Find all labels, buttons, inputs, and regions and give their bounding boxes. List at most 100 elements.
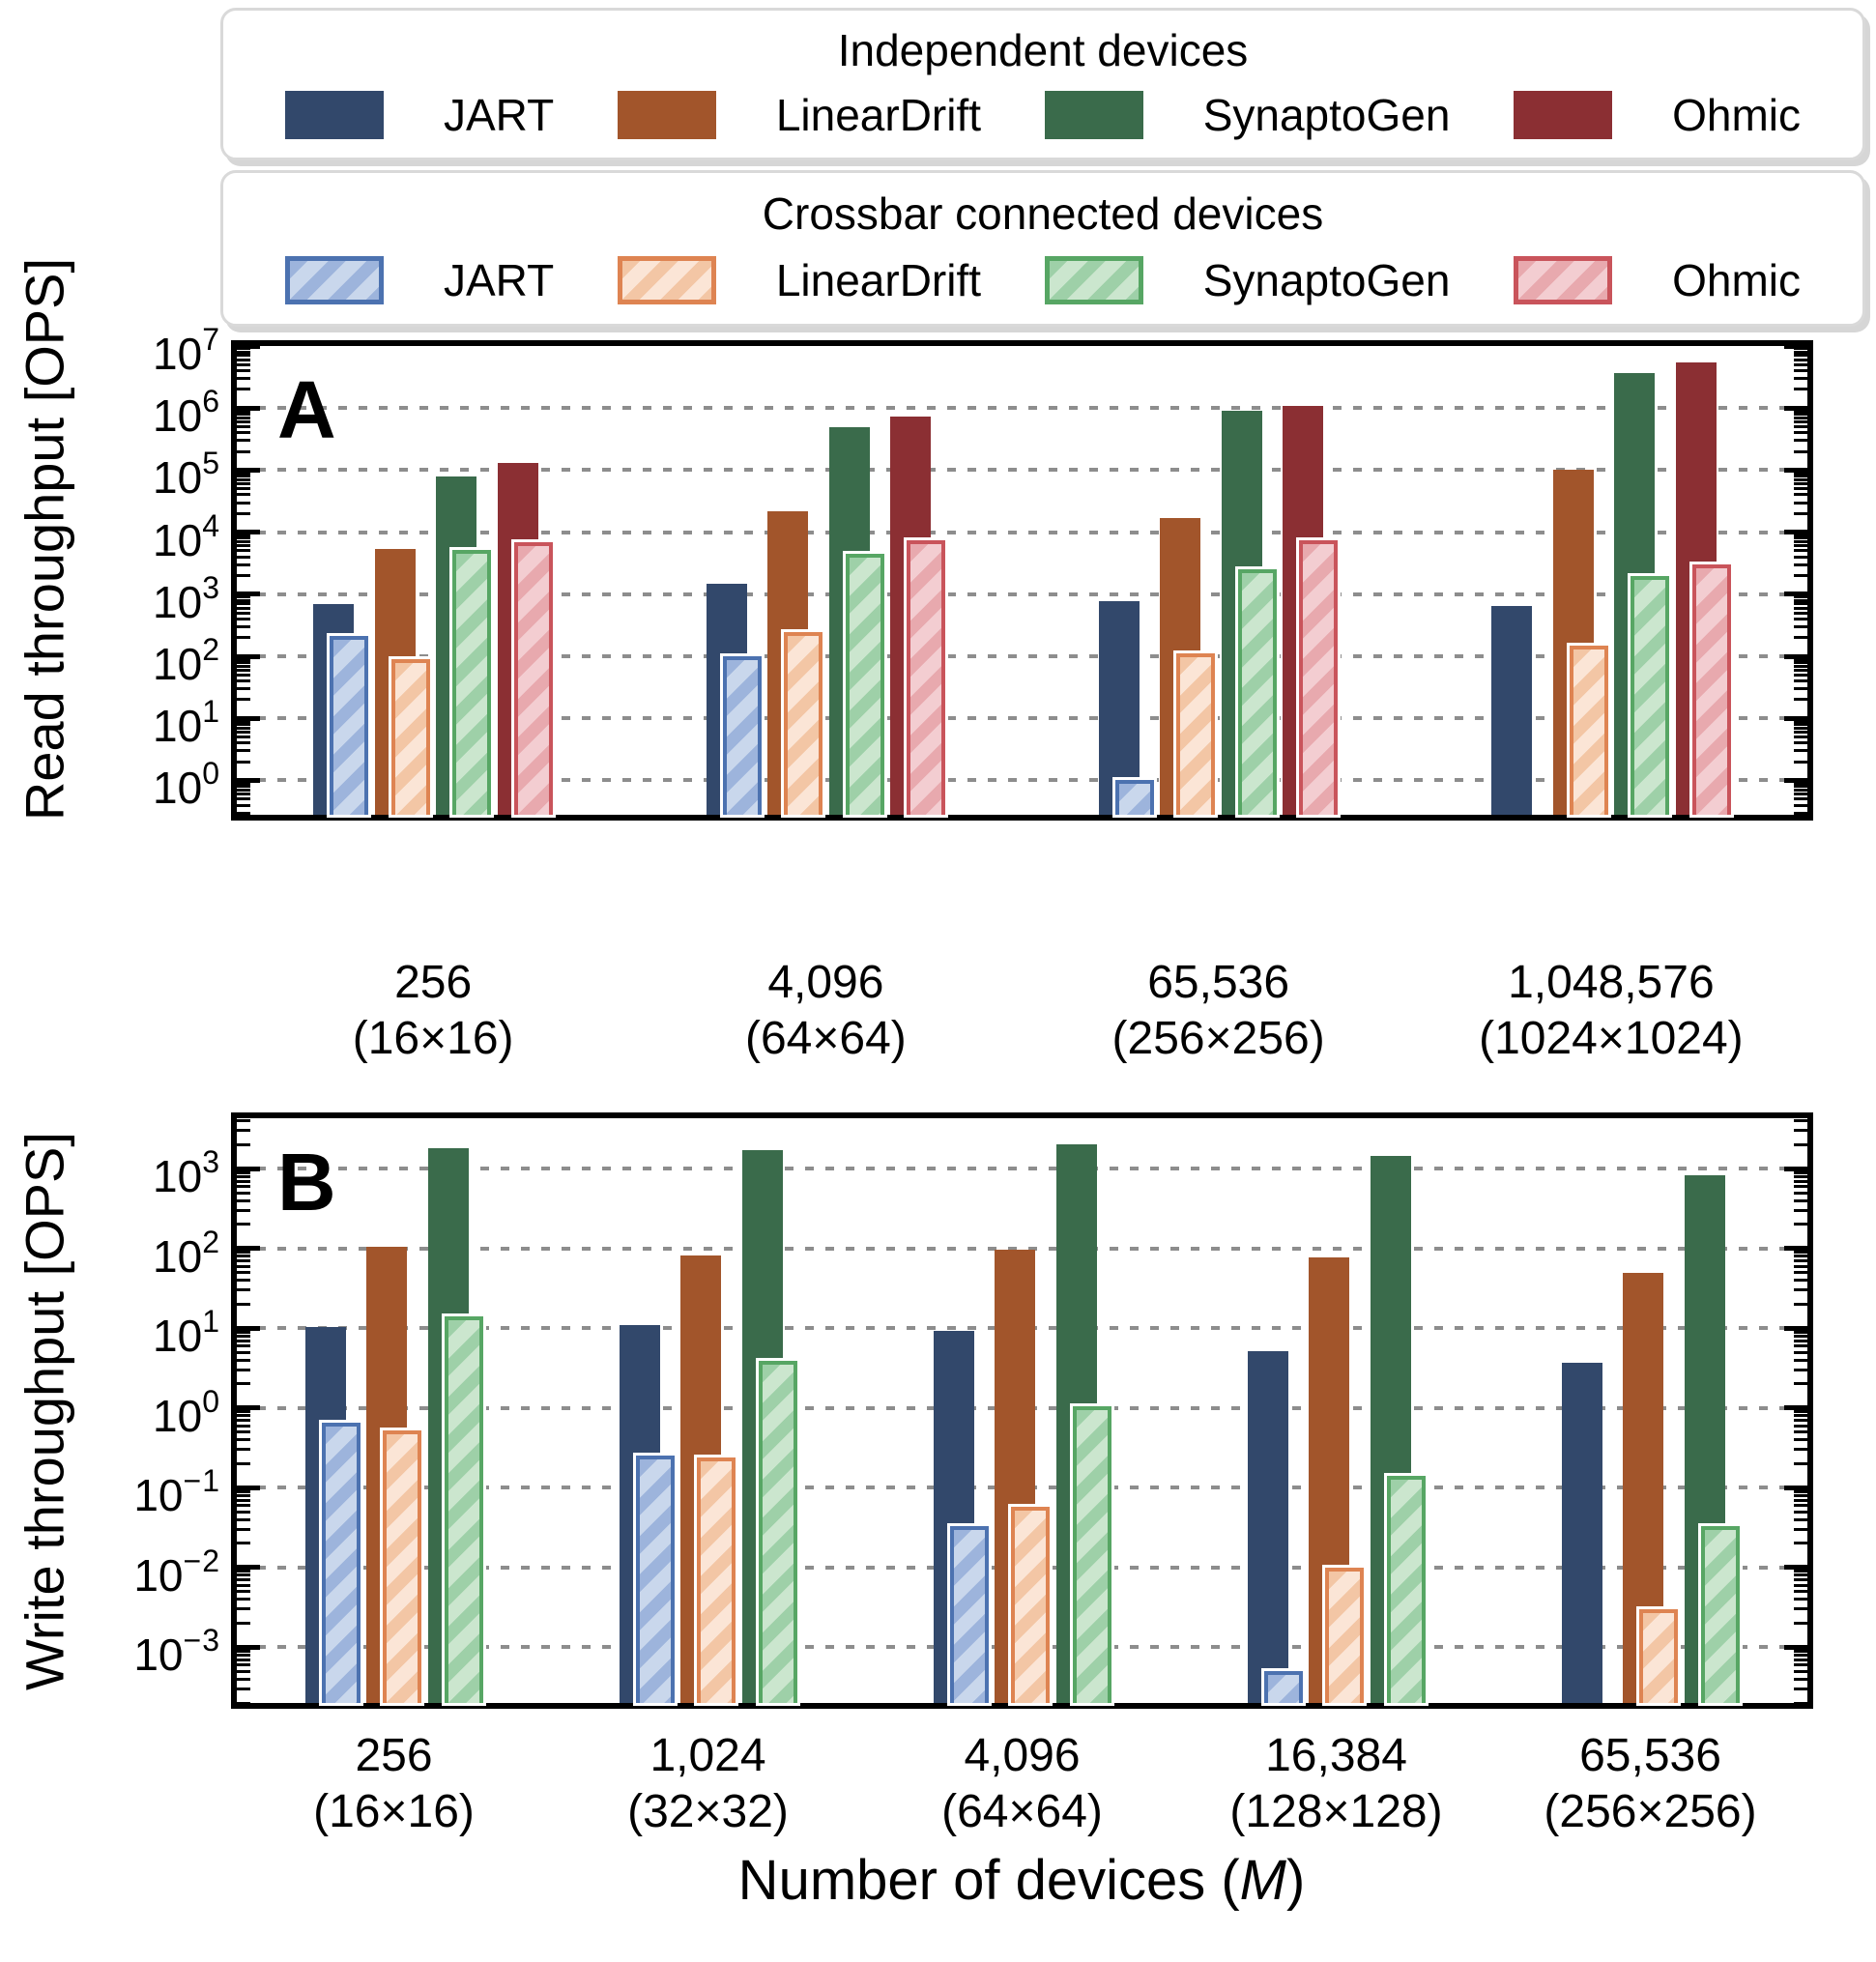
axis-tick [1794,1271,1807,1275]
bar-b-crossbar-jart-4,096 [949,1526,989,1703]
bar-a-independent-jart-1,048,576 [1491,605,1533,815]
axis-tick [1794,1573,1807,1577]
x-tick-label-b-65,536: 65,536 [1579,1730,1721,1781]
axis-tick [1794,785,1807,789]
axis-tick [237,574,250,578]
bar-b-independent-jart-16,384 [1247,1350,1288,1703]
axis-tick [237,1419,250,1423]
legend-entry-ohmic-hatched[interactable]: Ohmic [1514,254,1801,306]
axis-tick [237,358,250,361]
bar-a-crossbar-synaptogen-1,048,576 [1631,575,1670,815]
bar-a-crossbar-jart-4,096 [722,656,762,815]
axis-tick [1784,530,1807,535]
axis-tick [237,611,250,615]
y-tick-label-b-1e0: 100 [153,1383,220,1441]
axis-tick [237,1259,250,1263]
axis-tick [1794,598,1807,602]
axis-tick [1794,1701,1807,1705]
legend-label: Ohmic [1672,255,1801,305]
axis-tick [1794,1663,1807,1667]
axis-tick [237,1339,250,1342]
axis-tick [1794,477,1807,481]
axis-tick [237,416,250,419]
axis-tick [1794,664,1807,668]
axis-tick [1794,1424,1807,1428]
bar-b-crossbar-lineardrift-65,536 [1639,1608,1678,1703]
axis-tick [237,606,250,610]
x-tick-label-a-4,096: 4,096 [767,957,884,1008]
axis-tick [237,475,250,478]
axis-tick [237,471,250,475]
axis-tick [1794,1498,1807,1502]
axis-tick [237,624,250,628]
legend-entry-ohmic-solid[interactable]: Ohmic [1514,89,1801,141]
axis-tick [237,1517,250,1521]
axis-tick [1794,1621,1807,1625]
axis-tick [1794,1542,1807,1545]
axis-tick [1794,475,1807,478]
axis-tick [1784,1644,1807,1650]
axis-tick [1794,673,1807,677]
axis-tick [237,350,250,354]
axis-tick [237,1344,250,1348]
legend-entry-jart-solid[interactable]: JART [285,89,554,141]
x-axis-title-text: Number of devices ( [737,1849,1240,1912]
legend-label: LinearDrift [775,90,982,141]
axis-tick [237,369,250,373]
axis-tick [1794,1198,1807,1202]
bar-a-crossbar-lineardrift-1,048,576 [1569,645,1608,815]
axis-tick [1784,1485,1807,1490]
legend-entry-lineardrift-solid[interactable]: LinearDrift [617,89,982,141]
axis-tick [1794,501,1807,505]
legend-label: LinearDrift [775,255,982,305]
axis-tick [1794,1302,1807,1306]
axis-tick [237,1590,250,1594]
axis-tick [237,536,250,540]
axis-tick [237,1271,250,1275]
axis-tick [1794,471,1807,475]
ohmic-solid-swatch-icon [1514,91,1613,140]
axis-tick [237,657,250,661]
axis-tick [237,343,260,349]
legend-label: SynaptoGen [1202,255,1451,305]
axis-tick [1794,749,1807,753]
axis-tick [237,660,250,664]
y-tick-label-a-1e1: 101 [153,694,220,752]
panel-b-plot [231,1112,1813,1709]
axis-tick [237,598,250,602]
y-tick-label-a-1e5: 105 [153,446,220,504]
legend-entry-jart-hatched[interactable]: JART [285,254,554,306]
axis-tick [1794,555,1807,559]
axis-tick [1794,511,1807,515]
axis-tick [237,1255,250,1258]
axis-tick [1794,1598,1807,1601]
bar-b-crossbar-lineardrift-256 [383,1430,421,1703]
axis-tick [237,409,250,413]
axis-tick [1794,1653,1807,1657]
bar-a-crossbar-lineardrift-4,096 [784,632,823,815]
axis-tick [1794,736,1807,739]
axis-tick [237,731,250,735]
axis-tick [237,715,260,721]
legend-entry-synaptogen-solid[interactable]: SynaptoGen [1044,89,1450,141]
axis-tick [1794,354,1807,358]
axis-tick [237,668,250,672]
axis-tick [1794,563,1807,566]
gridline-b-1e3 [237,1167,1807,1171]
axis-tick [1794,1170,1807,1174]
axis-tick [237,1334,250,1338]
y-tick-label-b-1e3: 103 [153,1144,220,1202]
x-tick-sublabel-a-1,048,576: (1024×1024) [1479,1013,1744,1064]
axis-tick [237,1510,250,1514]
axis-tick [1794,1607,1807,1611]
axis-tick [237,1649,250,1653]
legend-entry-lineardrift-hatched[interactable]: LinearDrift [617,254,982,306]
axis-tick [237,555,250,559]
x-tick-label-a-256: 256 [394,957,473,1008]
axis-tick [1794,1504,1807,1508]
axis-tick [237,1174,250,1178]
axis-tick [237,1669,250,1673]
legend-entry-synaptogen-hatched[interactable]: SynaptoGen [1044,254,1451,306]
axis-tick [237,673,250,677]
